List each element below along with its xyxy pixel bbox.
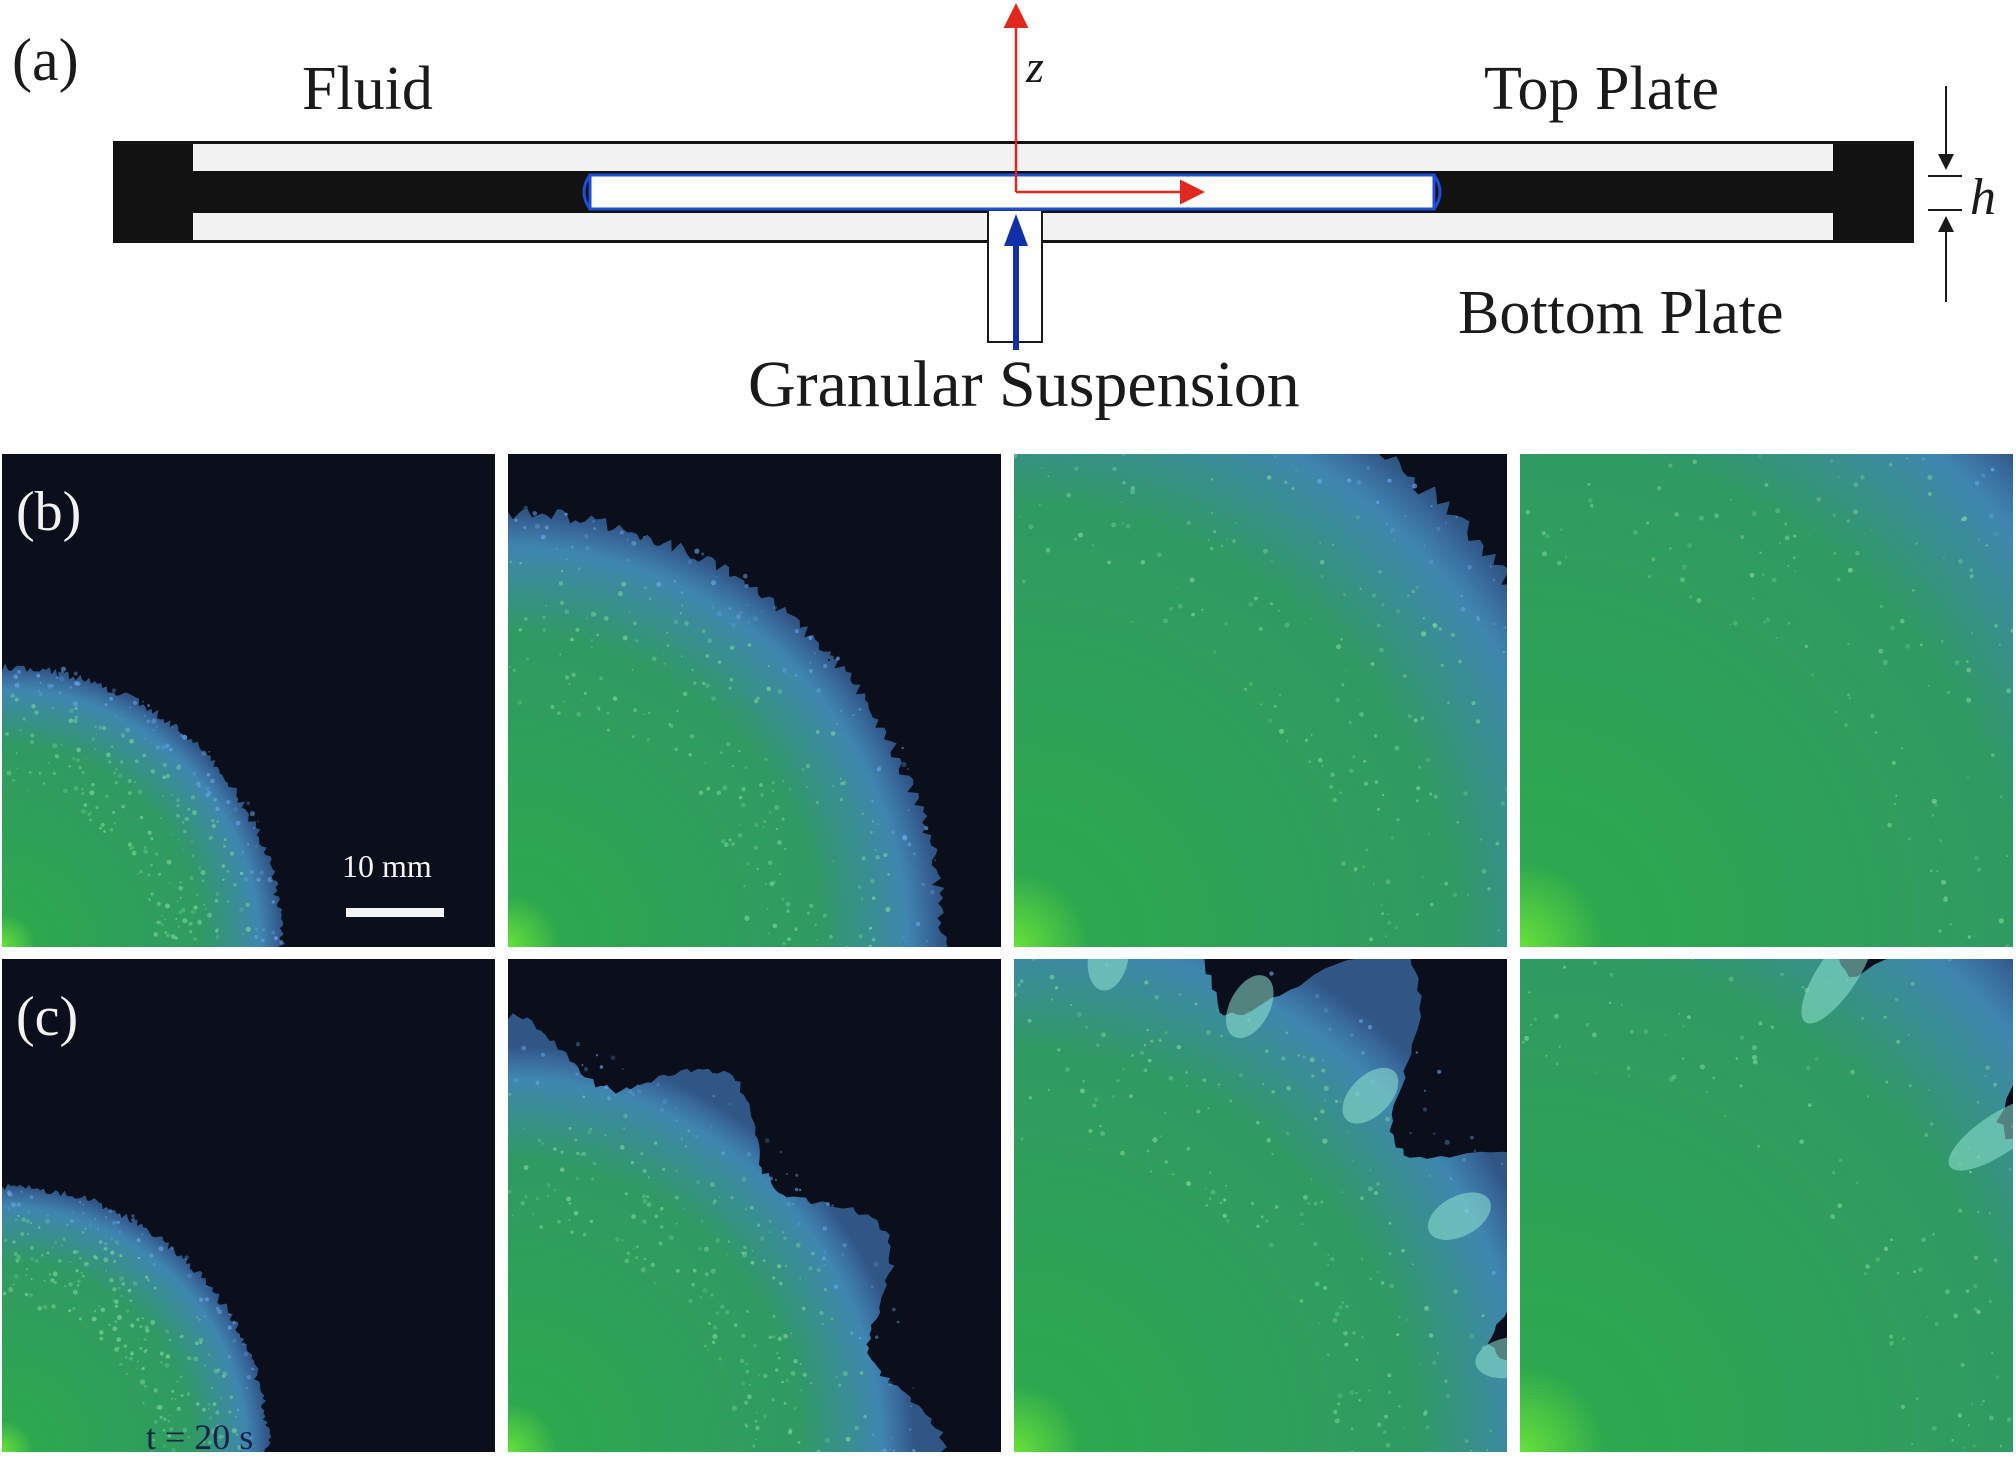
time-label: t = 20 s [146,1417,254,1457]
panel-b-label: (b) [16,481,82,543]
viscous-fingers [1801,959,2013,1171]
panel-c-frame-1: (c) [2,959,495,1452]
suspension-front [1014,454,1507,947]
particle-speckle [508,1042,916,1452]
panel-b-frame-4-image [1520,454,2013,947]
panel-b-frame-1-image [2,454,495,947]
panel-a-label: (a) [12,27,79,93]
suspension-front [1520,959,2013,1452]
granular-suspension-label: Granular Suspension [748,348,1300,421]
interface-right [1432,174,1442,210]
particle-speckle [2,1190,254,1452]
panel-c-frame-1-image [2,959,495,1452]
inlet-arrow-head [1004,214,1028,246]
panel-b-frame-2-image [508,454,1001,947]
suspension-front [2,1183,272,1452]
suspension-slab [588,173,1436,211]
interface-left [582,174,592,210]
panel-c-frame-2-image [508,959,1001,1452]
top-plate-label: Top Plate [1484,55,1720,123]
bottom-plate-label: Bottom Plate [1458,279,1784,347]
scale-bar-label: 10 mm [342,848,432,884]
suspension-front [1520,454,2013,947]
top-plate [193,144,1833,171]
particle-speckle [1014,959,1503,1452]
z-axis-label: z [1026,41,1044,92]
panel-b-frame-3 [1014,454,1507,947]
particle-speckle [508,505,937,947]
hele-shaw-cell-schematic [113,3,1962,350]
particle-speckle [5,666,284,944]
panel-b-frame-4 [1520,454,2013,947]
particle-speckle [1525,454,2013,947]
suspension-front [2,663,286,947]
panel-c-frame-3 [1014,959,1507,1452]
particle-speckle [1014,454,1507,942]
fluid-label: Fluid [302,55,433,123]
panel-b-frame-2 [508,454,1001,947]
gap-h-label: h [1970,169,1996,226]
panel-c-frame-4 [1520,959,2013,1452]
panel-b-frame-1: (b) [2,454,495,947]
suspension-front [508,1013,947,1452]
panel-b-frame-3-image [1014,454,1507,947]
suspension-front [508,509,948,947]
panel-c-frame-2 [508,959,1001,1452]
scale-bar [346,908,444,917]
panel-c-frame-4-image [1520,959,2013,1452]
panel-c-frame-3-image [1014,959,1507,1452]
panel-c-label: (c) [16,986,79,1048]
viscous-fingers [1087,959,1507,1379]
